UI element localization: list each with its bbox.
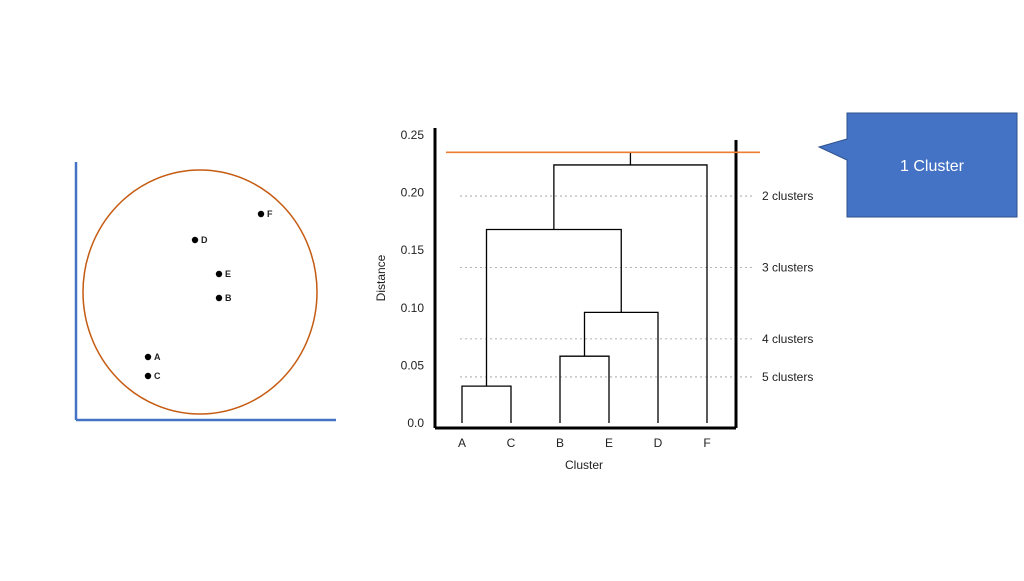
point-label-c: C: [154, 371, 161, 381]
dendrogram-axes: [433, 128, 738, 430]
y-tick-label: 0.25: [401, 128, 425, 142]
callout-text: 1 Cluster: [900, 158, 965, 175]
point-label-d: D: [201, 235, 208, 245]
callout-shape: [817, 112, 1018, 218]
dendrogram: 0.0 0.05 0.10 0.15 0.20 0.25 A C B E D F 2 cluster…: [360, 0, 830, 576]
cluster-cut-label: 4 clusters: [762, 332, 813, 346]
y-tick-labels: 0.0 0.05 0.10 0.15 0.20 0.25: [401, 128, 425, 430]
cluster-cut-label: 3 clusters: [762, 260, 813, 274]
scatter-plot: F D E B A C: [0, 0, 360, 576]
cut-lines: [460, 195, 755, 378]
dendrogram-tree: [461, 152, 708, 423]
x-tick-label: E: [605, 436, 613, 450]
dendrogram-link: [461, 385, 512, 423]
dendrogram-link: [583, 311, 659, 423]
x-tick-label: D: [654, 436, 663, 450]
point-label-e: E: [225, 269, 231, 279]
scatter-svg: F D E B A C: [74, 162, 336, 422]
cut-labels: 2 clusters 3 clusters 4 clusters 5 clusters: [762, 189, 813, 384]
y-tick-label: 0.20: [401, 186, 425, 200]
point-a: A: [144, 352, 161, 362]
y-tick-label: 0.10: [401, 301, 425, 315]
cluster-circle: [82, 169, 318, 415]
x-axis-title: Cluster: [565, 458, 603, 472]
point-b: B: [215, 293, 232, 303]
x-tick-label: A: [458, 436, 466, 450]
y-axis-title: Distance: [374, 254, 388, 301]
x-tick-label: F: [703, 436, 710, 450]
point-c: C: [144, 371, 161, 381]
point-label-b: B: [225, 293, 232, 303]
point-label-f: F: [267, 209, 273, 219]
point-e: E: [215, 269, 231, 279]
cluster-cut-label: 5 clusters: [762, 370, 813, 384]
point-label-a: A: [154, 352, 161, 362]
x-tick-label: C: [507, 436, 516, 450]
dendrogram-link: [485, 228, 622, 387]
dendrogram-svg: 0.0 0.05 0.10 0.15 0.20 0.25 A C B E D F 2 cluster…: [374, 128, 813, 472]
dendrogram-link: [559, 355, 610, 423]
y-tick-label: 0.0: [407, 416, 424, 430]
y-tick-label: 0.15: [401, 243, 425, 257]
callout-svg: 1 Cluster: [817, 112, 1018, 218]
point-d: D: [191, 235, 208, 245]
dendrogram-link: [553, 164, 708, 423]
callout-1-cluster: 1 Cluster: [810, 105, 1024, 225]
point-f: F: [257, 209, 273, 219]
y-tick-label: 0.05: [401, 358, 425, 372]
cluster-cut-label: 2 clusters: [762, 189, 813, 203]
x-tick-label: B: [556, 436, 564, 450]
